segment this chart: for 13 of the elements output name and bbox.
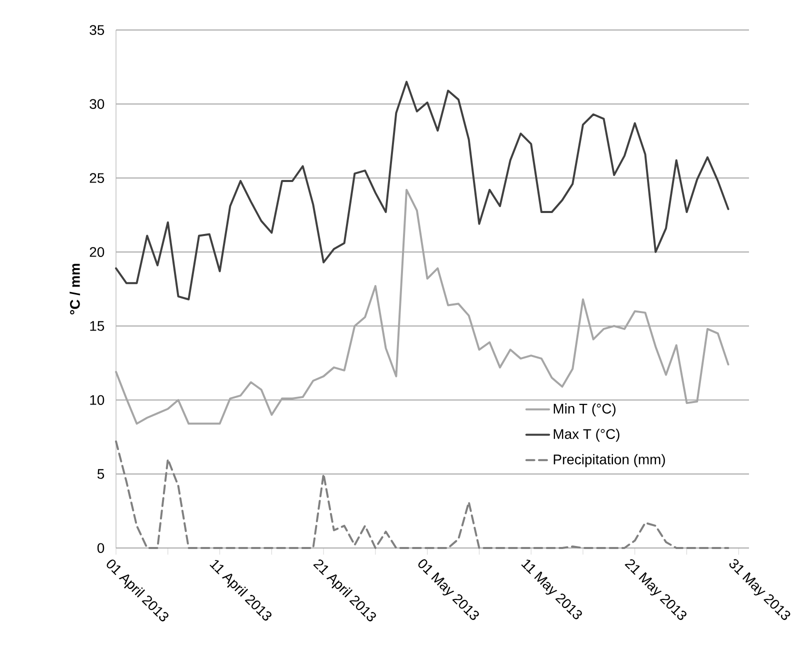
y-tick-label: 35 xyxy=(90,25,104,35)
y-tick-label: 25 xyxy=(90,173,104,183)
legend-label: Max T (°C) xyxy=(554,428,620,442)
legend-label: Min T (°C) xyxy=(554,403,616,416)
y-tick-label: 15 xyxy=(90,321,104,331)
y-tick-label: 30 xyxy=(90,99,104,109)
y-tick-label: 0 xyxy=(97,543,104,553)
legend-label: Precipitation (mm) xyxy=(554,454,665,468)
line-series xyxy=(115,80,730,300)
y-tick-label: 5 xyxy=(97,469,104,479)
y-axis-title: °C / mm xyxy=(70,264,80,314)
y-tick-label: 20 xyxy=(90,247,104,257)
y-tick-label: 10 xyxy=(90,395,104,405)
